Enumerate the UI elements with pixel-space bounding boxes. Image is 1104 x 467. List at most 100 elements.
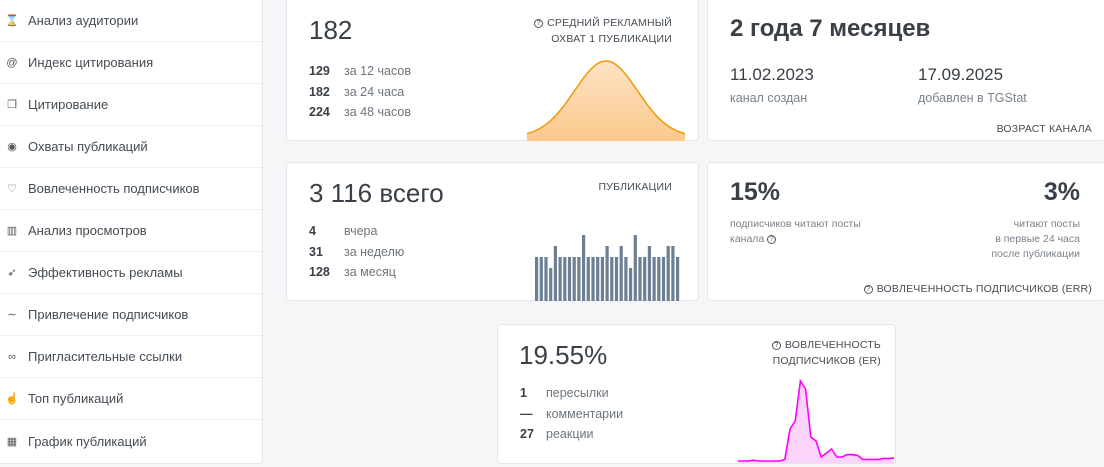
- posts-bar: [610, 257, 614, 301]
- posts-bar: [567, 257, 572, 301]
- posts-bar: [638, 257, 642, 301]
- posts-bar: [633, 235, 637, 301]
- posts-bar: [624, 257, 628, 301]
- posts-bar: [657, 257, 661, 301]
- posts-rows: 4 вчера 31 за неделю 128 за месяц: [309, 224, 405, 279]
- trend-icon: ∼: [7, 309, 17, 321]
- posts-bar: [572, 257, 576, 301]
- sidebar-item[interactable]: ♡ Вовлеченность подписчиков: [0, 168, 262, 210]
- sidebar-item-label: Вовлеченность подписчиков: [28, 181, 200, 196]
- age-card: 2 года 7 месяцев 11.02.2023 канал создан…: [707, 0, 1104, 141]
- heart-icon: ♡: [7, 183, 17, 195]
- thumbs-up-icon: ☝: [5, 393, 19, 405]
- posts-bar-chart: [535, 235, 680, 301]
- age-title: ВОЗРАСТ КАНАЛА: [996, 123, 1092, 135]
- posts-bar: [676, 257, 680, 301]
- reach-card: 182 ? СРЕДНИЙ РЕКЛАМНЫЙ ОХВАТ 1 ПУБЛИКАЦИИ…: [286, 0, 699, 141]
- posts-card: 3 116 всего ПУБЛИКАЦИИ 4 вчера 31 за недел…: [286, 162, 699, 301]
- link-icon: ∞: [8, 350, 16, 363]
- reach-line: [527, 60, 686, 135]
- posts-value: 3 116 всего: [309, 178, 444, 208]
- sidebar: ⌛ Анализ аудитории @ Индекс цитирования ❐ Цит…: [0, 0, 263, 464]
- err-desc-total: подписчиков читают посты канала ?: [730, 218, 861, 245]
- posts-bar: [558, 257, 562, 301]
- at-icon: @: [6, 56, 18, 69]
- posts-bar: [619, 246, 623, 301]
- sidebar-item[interactable]: ◉ Охваты публикаций: [0, 126, 262, 168]
- posts-title: ПУБЛИКАЦИИ: [598, 181, 672, 193]
- posts-bar: [582, 235, 586, 301]
- posts-bar: [661, 257, 666, 301]
- rocket-icon: ➶: [7, 267, 17, 279]
- posts-bar: [549, 268, 553, 301]
- sidebar-item[interactable]: ▦ График публикаций: [0, 420, 262, 462]
- reach-bell-chart: [527, 60, 686, 141]
- hourglass-icon: ⌛: [5, 15, 19, 27]
- sidebar-item[interactable]: ❐ Цитирование: [0, 84, 262, 126]
- err-value-24h: 3%: [1043, 178, 1080, 206]
- help-icon[interactable]: ?: [771, 341, 781, 350]
- sidebar-item-label: Индекс цитирования: [28, 55, 154, 70]
- err-desc-24h: читают посты в первые 24 часа после публик…: [991, 218, 1080, 260]
- sidebar-item-label: Анализ просмотров: [28, 223, 147, 238]
- sidebar-item-label: Цитирование: [28, 97, 109, 112]
- sidebar-item-label: Пригласительные ссылки: [28, 349, 183, 364]
- sidebar-item[interactable]: ∞ Пригласительные ссылки: [0, 336, 262, 378]
- age-value: 2 года 7 месяцев: [730, 15, 931, 42]
- posts-bar: [600, 257, 604, 301]
- posts-bar: [553, 246, 557, 301]
- sidebar-item[interactable]: ➶ Эффективность рекламы: [0, 252, 262, 294]
- posts-bar: [629, 268, 633, 301]
- posts-bar: [535, 257, 539, 301]
- posts-bar: [643, 257, 647, 301]
- er-line: [738, 378, 895, 462]
- sidebar-item-label: Эффективность рекламы: [28, 265, 183, 280]
- sidebar-item-label: График публикаций: [28, 433, 147, 449]
- posts-bar: [563, 257, 567, 301]
- created-date: 11.02.2023: [730, 65, 814, 84]
- added-label: добавлен в TGStat: [918, 91, 1027, 105]
- sidebar-item[interactable]: ☝ Топ публикаций: [0, 378, 262, 420]
- posts-bar: [539, 257, 543, 301]
- er-line-chart: [738, 378, 895, 463]
- posts-bar: [647, 246, 651, 301]
- posts-bar: [586, 257, 590, 301]
- quotes-icon: ❐: [7, 99, 17, 111]
- calendar-icon: ▦: [6, 435, 18, 448]
- reach-value: 182: [309, 15, 353, 45]
- help-icon[interactable]: ?: [534, 19, 544, 28]
- eye-icon: ◉: [7, 141, 17, 153]
- posts-bar: [671, 246, 675, 301]
- er-rows: 1 пересылки — комментарии 27 реакции: [520, 386, 624, 441]
- sidebar-item-label: Анализ аудитории: [28, 13, 139, 28]
- er-area: [738, 381, 894, 463]
- reach-area: [527, 61, 685, 141]
- sidebar-item-label: Привлечение подписчиков: [28, 307, 189, 322]
- posts-bar: [596, 257, 600, 301]
- posts-bar: [666, 246, 670, 301]
- created-label: канал создан: [730, 91, 808, 105]
- sidebar-item-label: Топ публикаций: [28, 391, 124, 406]
- err-title: ? ВОВЛЕЧЕННОСТЬ ПОДПИСЧИКОВ (ERR): [863, 281, 1092, 297]
- err-value-total: 15%: [730, 178, 781, 206]
- added-date: 17.09.2025: [918, 65, 1004, 84]
- reach-title: ? СРЕДНИЙ РЕКЛАМНЫЙ ОХВАТ 1 ПУБЛИКАЦИИ: [534, 15, 672, 47]
- posts-bar: [591, 257, 595, 301]
- posts-bar: [652, 257, 656, 301]
- sidebar-item[interactable]: @ Индекс цитирования: [0, 42, 262, 84]
- posts-bar: [544, 257, 548, 301]
- sidebar-item[interactable]: ▥ Анализ просмотров: [0, 210, 262, 252]
- help-icon[interactable]: ?: [767, 235, 777, 244]
- bar-chart-icon: ▥: [6, 225, 18, 237]
- er-value: 19.55%: [519, 340, 608, 370]
- sidebar-item[interactable]: ∼ Привлечение подписчиков: [0, 294, 262, 336]
- reach-rows: 129 за 12 часов 182 за 24 часа 224 за 48 ча…: [309, 64, 411, 119]
- posts-bar: [605, 246, 609, 301]
- sidebar-item-label: Охваты публикаций: [28, 139, 148, 154]
- err-card: 15% подписчиков читают посты канала ? 3% …: [707, 162, 1104, 301]
- sidebar-item[interactable]: ⌛ Анализ аудитории: [0, 0, 262, 42]
- posts-bar: [577, 257, 581, 301]
- help-icon[interactable]: ?: [863, 285, 873, 294]
- er-title: ? ВОВЛЕЧЕННОСТЬ ПОДПИСЧИКОВ (ER): [771, 339, 881, 367]
